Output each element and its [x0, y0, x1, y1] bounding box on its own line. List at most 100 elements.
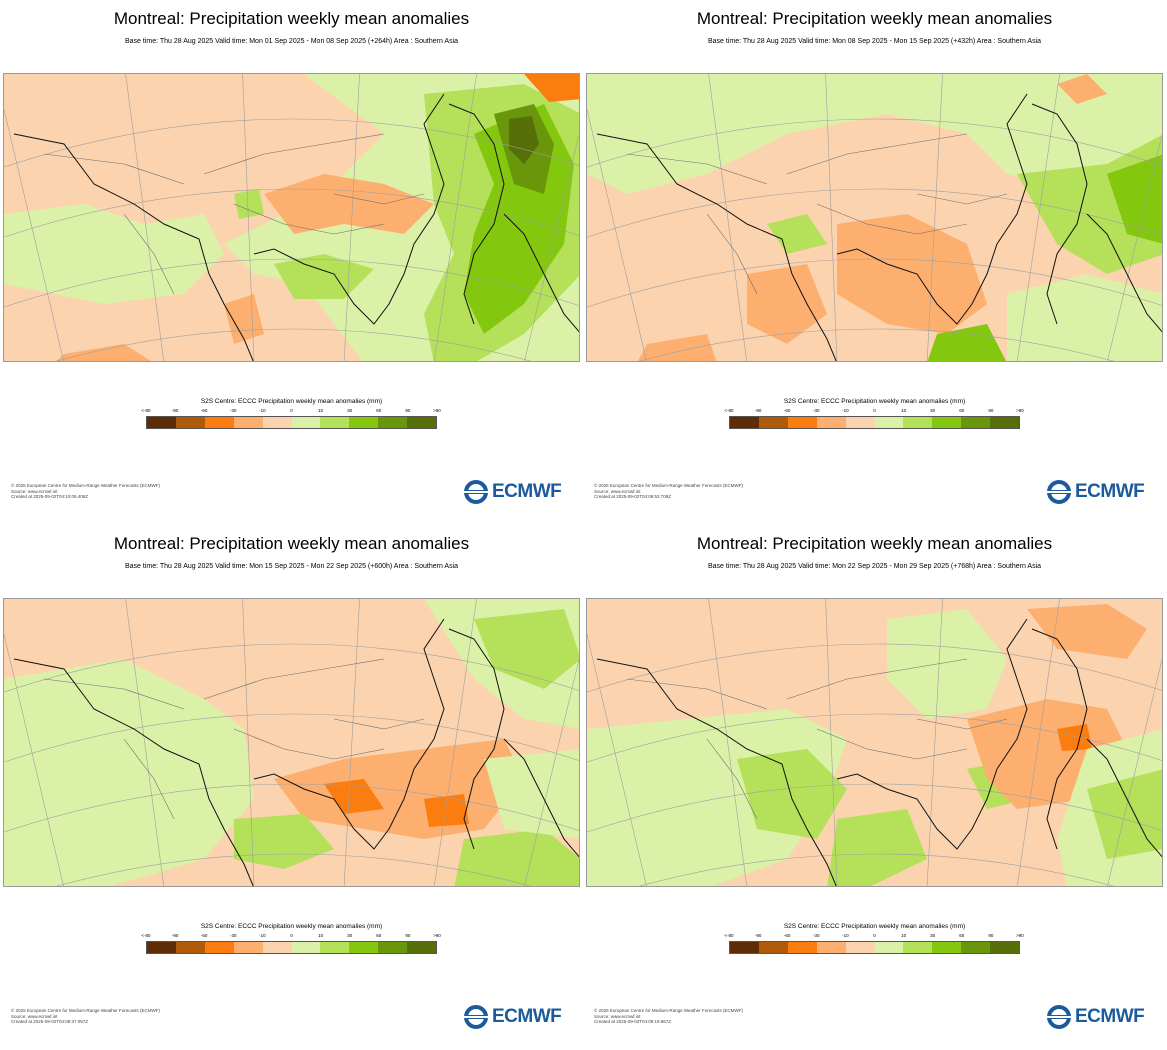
colorbar-tick-label: -30 — [230, 933, 237, 938]
anomaly-region — [767, 214, 827, 254]
colorbar-tick-label: 0 — [290, 933, 293, 938]
colorbar-tick-label: -90 — [754, 933, 762, 938]
anomaly-region — [4, 204, 224, 304]
panel-title: Montreal: Precipitation weekly mean anom… — [113, 534, 470, 553]
colorbar-swatch — [233, 942, 263, 953]
graticule-line — [1016, 599, 1060, 886]
colorbar — [146, 416, 437, 429]
forecast-panel-1: Montreal: Precipitation weekly mean anom… — [0, 0, 583, 525]
ecmwf-logo-text: ECMWF — [1075, 481, 1145, 502]
graticule-line — [926, 74, 943, 361]
panel-title: Montreal: Precipitation weekly mean anom… — [696, 534, 1053, 553]
colorbar-swatch — [903, 942, 933, 953]
colorbar-swatch — [291, 942, 321, 953]
ecmwf-logo-icon — [1045, 480, 1073, 504]
coastline — [596, 93, 1162, 361]
footer-created: Created at 2025-09-02T04:10:09.406Z — [11, 494, 89, 499]
colorbar-swatch — [990, 942, 1020, 953]
map-canvas — [587, 74, 1162, 361]
coastline — [13, 618, 579, 886]
colorbar-swatch — [874, 417, 904, 428]
colorbar-title: S2S Centre: ECCC Precipitation weekly me… — [783, 398, 966, 405]
footer-created: Created at 2025-09-02T04:09:19.867Z — [594, 1019, 672, 1024]
anomaly-region — [927, 324, 1006, 361]
colorbar-tick-label: -10 — [259, 933, 266, 938]
graticule-line — [4, 108, 64, 361]
graticule-line — [587, 643, 1162, 693]
colorbar-swatch — [349, 417, 379, 428]
colorbar-swatch — [175, 417, 205, 428]
ecmwf-logo: ECMWF — [462, 480, 574, 504]
colorbar-tick-label: -90 — [754, 408, 762, 413]
graticule-line — [587, 713, 1162, 763]
coastline — [13, 93, 579, 361]
colorbar-swatch — [787, 942, 817, 953]
colorbar-swatch — [730, 417, 759, 428]
graticule-line — [56, 853, 532, 886]
graticule-line — [1016, 74, 1060, 361]
colorbar-swatch — [233, 417, 263, 428]
anomaly-region — [324, 779, 384, 814]
panel-title: Montreal: Precipitation weekly mean anom… — [113, 9, 470, 28]
colorbar-swatch — [758, 942, 788, 953]
anomaly-map — [586, 598, 1163, 887]
anomaly-region — [4, 659, 254, 886]
colorbar-title: S2S Centre: ECCC Precipitation weekly me… — [200, 923, 383, 930]
anomaly-region — [234, 189, 264, 219]
colorbar-tick-label: >90 — [433, 933, 441, 938]
graticule-line — [926, 599, 943, 886]
colorbar-tick-label: -30 — [813, 933, 820, 938]
colorbar-swatch — [845, 942, 875, 953]
footer-copyright: © 2025 European Centre for Medium-Range … — [11, 1008, 161, 1013]
ecmwf-logo-icon — [462, 1005, 490, 1029]
colorbar-tick-label: >90 — [1016, 408, 1024, 413]
coastline — [596, 618, 1162, 886]
colorbar-tick-label: >90 — [1016, 933, 1024, 938]
anomaly-region — [638, 334, 717, 361]
footer-credits: © 2025 European Centre for Medium-Range … — [594, 483, 743, 500]
graticule-line — [125, 599, 165, 886]
colorbar-swatch — [816, 417, 846, 428]
colorbar-swatch — [961, 417, 991, 428]
colorbar — [146, 941, 437, 954]
colorbar-tick-label: 60 — [376, 933, 382, 938]
colorbar-tick-label: 10 — [901, 933, 907, 938]
colorbar-swatch — [320, 417, 350, 428]
colorbar-tick-label: 30 — [930, 408, 936, 413]
colorbar-ticks: <-80 -90 -60 -30 -10 0 10 30 60 90 >90 — [724, 408, 1023, 415]
colorbar-tick-label: 90 — [988, 408, 994, 413]
footer-source: Source: www.ecmwf.int — [11, 1013, 58, 1019]
colorbar-ticks: <-80 -90 -60 -30 -10 0 10 30 60 90 >90 — [141, 933, 440, 940]
colorbar-tick-label: 30 — [347, 408, 353, 413]
colorbar-tick-label: <-80 — [141, 933, 151, 938]
graticule-line — [587, 108, 647, 361]
colorbar-tick-label: 10 — [318, 933, 324, 938]
colorbar-swatch — [204, 942, 234, 953]
colorbar-tick-label: -90 — [171, 408, 179, 413]
panel-subtitle: Base time: Thu 28 Aug 2025 Valid time: M… — [124, 563, 459, 570]
graticule-line — [708, 599, 748, 886]
colorbar — [729, 941, 1020, 954]
graticule-line — [343, 599, 360, 886]
colorbar-swatch — [262, 942, 292, 953]
ecmwf-logo: ECMWF — [1045, 480, 1157, 504]
anomaly-region — [827, 809, 927, 886]
graticule-line — [1107, 658, 1162, 886]
ecmwf-logo-text: ECMWF — [1075, 1006, 1145, 1027]
colorbar-swatch — [204, 417, 234, 428]
footer-source: Source: www.ecmwf.int — [11, 488, 58, 494]
colorbar-swatch — [407, 942, 437, 953]
ecmwf-logo-icon — [462, 480, 490, 504]
ecmwf-logo-icon — [1045, 1005, 1073, 1029]
footer-created: Created at 2025-09-02T04:09:37.067Z — [11, 1019, 89, 1024]
anomaly-region — [224, 294, 264, 344]
anomaly-region — [484, 749, 579, 839]
colorbar-tick-label: -60 — [200, 933, 208, 938]
colorbar-tick-label: 0 — [873, 408, 876, 413]
colorbar-tick-label: -10 — [842, 933, 849, 938]
anomaly-region — [1107, 154, 1162, 244]
panel-subtitle: Base time: Thu 28 Aug 2025 Valid time: M… — [124, 38, 459, 45]
colorbar-tick-label: 10 — [318, 408, 324, 413]
graticule-line — [524, 658, 579, 886]
map-canvas — [587, 599, 1162, 886]
